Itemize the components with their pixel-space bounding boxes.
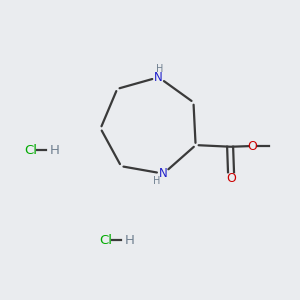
- Text: Cl: Cl: [24, 143, 37, 157]
- Text: N: N: [159, 167, 168, 180]
- Text: O: O: [226, 172, 236, 185]
- Text: N: N: [154, 71, 163, 84]
- Text: H: H: [50, 143, 59, 157]
- Text: H: H: [153, 176, 160, 186]
- Text: H: H: [156, 64, 164, 74]
- Text: Cl: Cl: [99, 233, 112, 247]
- Text: H: H: [124, 233, 134, 247]
- Text: O: O: [248, 140, 258, 153]
